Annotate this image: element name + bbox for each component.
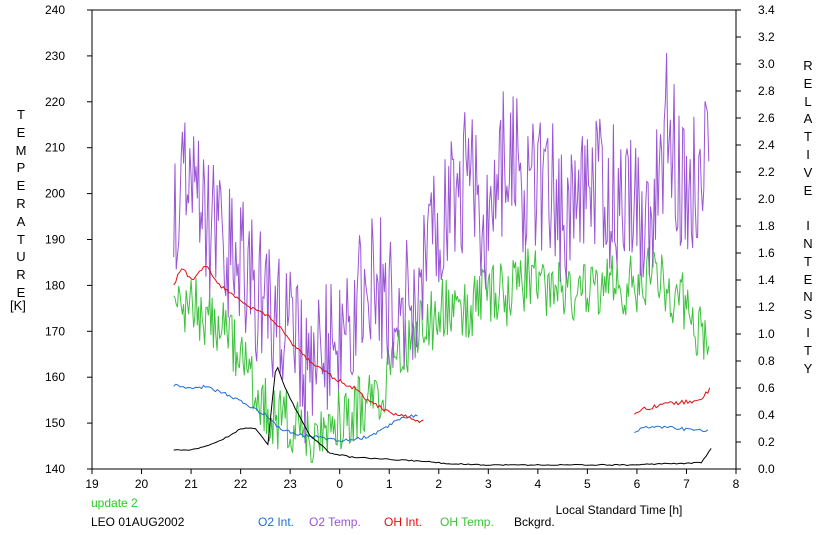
left-tick-label: 220 [45,95,65,109]
left-tick-label: 230 [45,49,65,63]
legend-o2-temp: O2 Temp. [309,515,361,529]
series-o2-int-line [173,383,418,443]
right-tick-label: 0.0 [758,462,775,476]
x-tick-label: 23 [283,477,297,491]
x-tick-label: 2 [435,477,442,491]
axis-title-letter: A [803,111,813,127]
x-tick-label: 6 [634,477,641,491]
axis-title-letter: Y [803,360,813,376]
right-tick-label: 3.0 [758,57,775,71]
right-tick-label: 1.6 [758,246,775,260]
axis-title-letter: E [16,178,26,194]
x-tick-label: 19 [85,477,99,491]
x-tick-label: 3 [485,477,492,491]
left-tick-label: 190 [45,233,65,247]
axis-title-letter: E [16,124,26,140]
series-oh-int-line [173,265,424,424]
series-o2-temp-line [173,52,710,444]
plot-frame [91,9,737,470]
right-tick-label: 3.2 [758,30,775,44]
axis-title-letter: T [804,342,812,358]
axis-title-letter: T [804,129,812,145]
right-tick-label: 3.4 [758,3,775,17]
right-tick-label: 0.4 [758,408,775,422]
left-axis-unit: [K] [10,298,26,313]
site-date-text: LEO 01AUG2002 [91,515,185,529]
right-tick-label: 1.2 [758,300,775,314]
axis-title-letter: E [803,75,813,91]
right-tick-label: 2.4 [758,138,775,152]
left-tick-label: 180 [45,278,65,292]
legend-oh-temp: OH Temp. [440,515,494,529]
x-tick-label: 21 [184,477,198,491]
x-tick-label: 8 [733,477,740,491]
x-tick-label: 22 [234,477,248,491]
legend-o2-int: O2 Int. [258,515,294,529]
axis-title-letter: A [16,213,26,229]
axis-title-letter: R [16,195,26,211]
axis-title-letter: E [803,182,813,198]
legend-oh-int: OH Int. [384,515,422,529]
right-tick-label: 2.0 [758,192,775,206]
x-tick-label: 0 [336,477,343,491]
right-tick-label: 0.6 [758,381,775,395]
axis-title-letter: R [803,58,813,73]
axis-title-letter: T [17,107,25,122]
x-axis-title: Local Standard Time [h] [556,503,683,517]
axis-title-letter: I [806,218,810,234]
legend-bckgrd: Bckgrd. [514,515,555,529]
series-bckgrd-line [173,366,712,467]
series-o2-int-line [634,425,709,433]
right-tick-label: 1.0 [758,327,775,341]
left-tick-label: 160 [45,370,65,384]
right-tick-label: 1.8 [758,219,775,233]
series-oh-temp-line [173,246,710,463]
left-tick-label: 200 [45,187,65,201]
right-tick-label: 0.8 [758,354,775,368]
right-tick-label: 0.2 [758,435,775,449]
left-tick-label: 210 [45,141,65,155]
axis-title-letter: I [806,324,810,340]
status-text: update 2 [91,496,138,510]
right-tick-label: 1.4 [758,273,775,287]
right-tick-label: 2.6 [758,111,775,125]
x-tick-label: 5 [584,477,591,491]
axis-title-letter: T [804,253,812,269]
axis-title-letter: E [16,284,26,300]
axis-title-letter: P [16,160,26,176]
axis-title-letter: E [803,271,813,287]
axis-title-letter: I [806,146,810,162]
left-tick-label: 150 [45,416,65,430]
axis-title-letter: R [16,267,26,283]
left-tick-label: 240 [45,3,65,17]
x-tick-label: 1 [386,477,393,491]
axis-title-letter: L [804,93,812,109]
right-tick-label: 2.8 [758,84,775,98]
axis-title-letter: N [803,235,813,251]
left-tick-label: 170 [45,324,65,338]
axis-title-letter: U [16,249,26,265]
series-oh-int-line [634,387,711,415]
x-tick-label: 7 [683,477,690,491]
axis-title-letter: T [17,231,25,247]
axis-title-letter: N [803,289,813,305]
right-tick-label: 2.2 [758,165,775,179]
axis-title-letter [798,199,818,217]
x-tick-label: 20 [135,477,149,491]
axis-title-letter: S [803,307,813,323]
x-tick-label: 4 [535,477,542,491]
left-tick-label: 140 [45,462,65,476]
axis-title-letter: M [15,142,27,158]
axis-title-letter: V [803,164,813,180]
